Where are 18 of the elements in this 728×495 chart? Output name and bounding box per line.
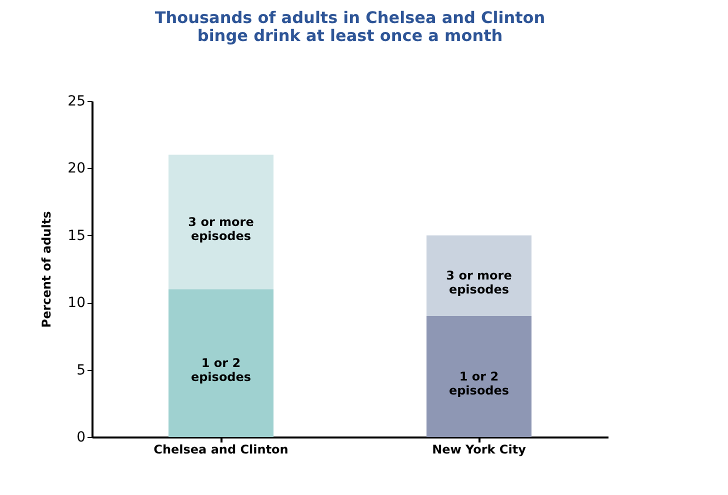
chart-title: Thousands of adults in Chelsea and Clinton binge drink at least once a month <box>154 8 546 45</box>
bar <box>426 316 532 437</box>
y-tick-label: 15 <box>68 228 86 244</box>
bar <box>426 235 532 316</box>
bar <box>168 154 274 290</box>
x-tick-label: Chelsea and Clinton <box>154 442 288 456</box>
y-tick-label: 0 <box>76 430 86 446</box>
y-tick-label: 5 <box>76 362 86 378</box>
y-tick-label: 25 <box>68 94 86 110</box>
series-label: 1 or 2 episodes <box>190 356 252 384</box>
bar <box>168 289 274 437</box>
y-tick-label: 20 <box>68 160 86 177</box>
annotation: 3 or more episodes <box>188 214 254 243</box>
y-tick-label: 10 <box>68 295 86 312</box>
x-tick-label: New York City <box>432 442 526 456</box>
series-label: 3 or more episodes <box>446 268 512 297</box>
annotation: 1 or 2 episodes <box>448 370 510 398</box>
y-axis-title: Percent of adults <box>40 211 54 328</box>
